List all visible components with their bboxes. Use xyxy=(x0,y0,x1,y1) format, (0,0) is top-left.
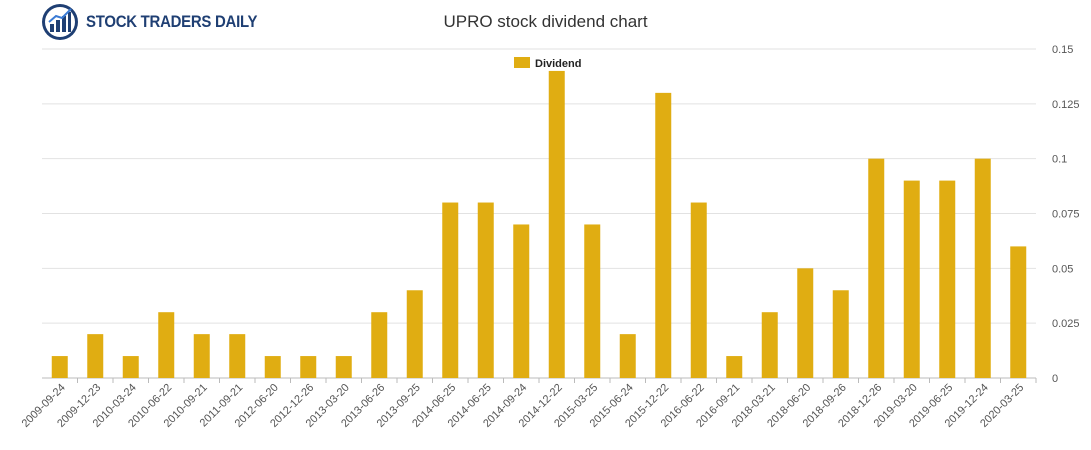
bar xyxy=(832,290,849,378)
bar xyxy=(406,290,423,378)
bar xyxy=(726,356,743,378)
bar xyxy=(903,180,920,378)
bar xyxy=(300,356,317,378)
y-tick-label: 0.15 xyxy=(1052,44,1073,56)
y-tick-label: 0.075 xyxy=(1052,209,1080,221)
y-tick-label: 0.125 xyxy=(1052,99,1080,111)
bar xyxy=(193,334,210,378)
bar xyxy=(371,312,388,378)
legend-label: Dividend xyxy=(535,58,581,70)
y-axis-ticks: 0 0.025 0.05 0.075 0.1 0.125 0.15 xyxy=(1052,44,1080,385)
bar xyxy=(335,356,352,378)
bar xyxy=(655,92,672,378)
bar xyxy=(1010,246,1027,378)
logo: STOCK TRADERS DAILY xyxy=(40,2,281,42)
bar xyxy=(229,334,246,378)
bar xyxy=(122,356,139,378)
y-tick-label: 0 xyxy=(1052,373,1058,385)
bar xyxy=(264,356,281,378)
logo-text: STOCK TRADERS DAILY xyxy=(86,12,258,31)
bar-series xyxy=(51,70,1027,378)
y-tick-label: 0.05 xyxy=(1052,263,1073,275)
bar xyxy=(442,202,459,378)
bar xyxy=(690,202,707,378)
bar xyxy=(548,70,565,378)
bar xyxy=(158,312,175,378)
y-tick-label: 0.025 xyxy=(1052,318,1080,330)
grid-lines xyxy=(42,48,1036,379)
bar xyxy=(974,158,991,378)
bar xyxy=(939,180,956,378)
chart-title: UPRO stock dividend chart xyxy=(443,12,648,31)
bar xyxy=(87,334,104,378)
bar xyxy=(619,334,636,378)
legend-swatch xyxy=(514,57,530,68)
logo-chart-icon xyxy=(42,4,78,40)
bar xyxy=(868,158,885,378)
bar xyxy=(584,224,601,378)
x-axis-ticks: 2009-09-242009-12-232010-03-242010-06-22… xyxy=(20,378,1037,430)
bar xyxy=(513,224,530,378)
bar xyxy=(797,268,814,378)
legend: Dividend xyxy=(514,57,581,70)
bar xyxy=(477,202,494,378)
bar xyxy=(51,356,68,378)
bar xyxy=(761,312,778,378)
y-tick-label: 0.1 xyxy=(1052,154,1067,166)
